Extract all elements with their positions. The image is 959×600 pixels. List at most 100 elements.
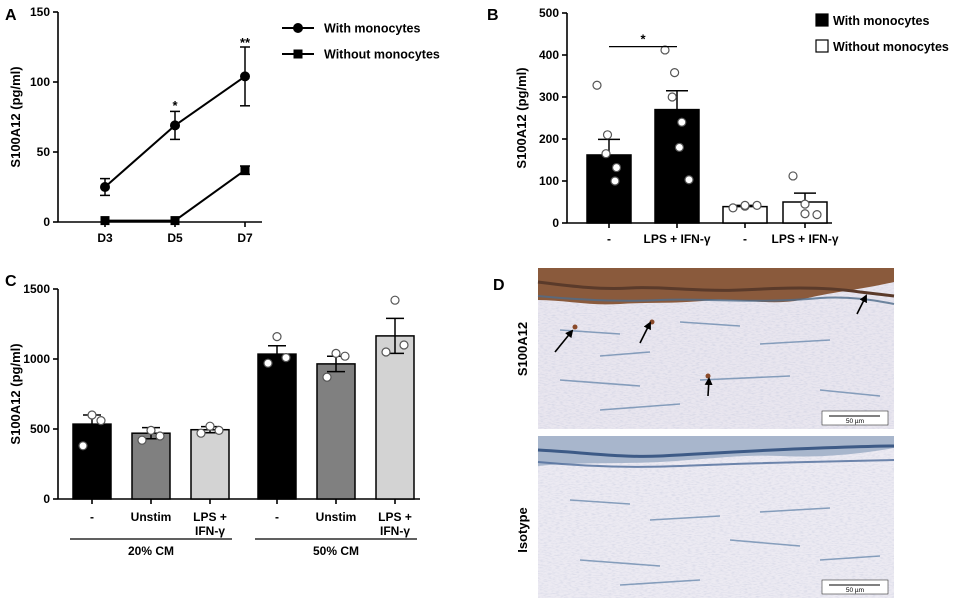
panel-a-point-0-1 <box>170 120 180 131</box>
panel-a-point-1-0 <box>100 216 110 226</box>
panel-a-y-tick-label-2: 100 <box>30 75 50 89</box>
scale-bar-label-bottom: 50 µm <box>846 587 864 594</box>
panel-b-legend-swatch-1 <box>815 39 829 53</box>
panel-a-series-line-1 <box>105 169 246 222</box>
panel-c-x-tick-label-5-line-1: IFN-γ <box>380 524 410 538</box>
panel-c-point-5-2 <box>381 347 391 357</box>
panel-b-x-tick-label-0: - <box>607 232 611 246</box>
panel-label-b: B <box>487 7 499 24</box>
panel-c-point-2-1 <box>214 425 224 435</box>
scale-bar-label-top: 50 µm <box>846 418 864 425</box>
panel-b-point-1-4 <box>674 142 685 152</box>
panel-b-legend-label-1: Without monocytes <box>833 40 949 54</box>
panel-a-legend-label-0: With monocytes <box>324 22 420 36</box>
panel-label-c: C <box>5 273 17 290</box>
panel-c-point-1-1 <box>155 431 165 441</box>
panel-b-point-0-4 <box>610 176 620 186</box>
panel-c-point-0-0 <box>87 410 97 420</box>
panel-c-bar-5 <box>375 335 415 500</box>
micrograph-s100a12: 50 µm <box>537 268 895 429</box>
panel-c-bar-2 <box>190 428 230 500</box>
panel-d-micrographs: S100A12 Isotype 50 µm <box>515 268 895 598</box>
panel-b-legend-label-0: With monocytes <box>833 14 929 28</box>
panel-c-point-1-2 <box>137 435 147 445</box>
panel-b-legend-swatch-0 <box>815 13 829 27</box>
panel-a-significance-1: ** <box>240 35 251 50</box>
panel-c-point-4-2 <box>322 372 332 382</box>
panel-b-point-1-2 <box>667 92 677 102</box>
panel-a-point-0-2 <box>240 71 250 82</box>
panel-c-point-1-0 <box>146 425 156 435</box>
panel-c-point-2-0 <box>205 421 215 431</box>
panel-a-point-0-0 <box>100 182 110 192</box>
panel-b-y-tick-label-2: 200 <box>539 132 559 146</box>
panel-c-x-tick-label-2-line-1: IFN-γ <box>195 524 225 538</box>
panel-b-point-1-0 <box>660 45 670 55</box>
panel-a-x-tick-label-2: D7 <box>237 231 253 245</box>
micrograph-label-isotype: Isotype <box>515 507 530 553</box>
panel-a-y-axis-label: S100A12 (pg/ml) <box>8 66 23 167</box>
panel-b-y-tick-label-4: 400 <box>539 48 559 62</box>
panel-c-x-tick-label-2: LPS + <box>193 510 227 524</box>
panel-b-point-1-1 <box>669 68 680 78</box>
panel-c-y-tick-label-0: 0 <box>43 492 50 506</box>
panel-b-point-3-3 <box>812 210 822 220</box>
panel-c-x-tick-label-1: Unstim <box>131 510 172 524</box>
panel-c-x-tick-label-0: - <box>90 510 94 524</box>
panel-b-y-tick-label-1: 100 <box>539 174 559 188</box>
panel-b-point-3-1 <box>800 199 810 209</box>
panel-b-bar-1 <box>654 108 700 224</box>
panel-c-bar-3 <box>257 353 297 500</box>
panel-b-x-tick-label-2: - <box>743 232 747 246</box>
panel-b-y-axis-label: S100A12 (pg/ml) <box>514 67 529 168</box>
panel-b-point-2-3 <box>752 200 762 210</box>
panel-c-point-2-2 <box>196 428 206 438</box>
panel-c-x-tick-label-4: Unstim <box>316 510 357 524</box>
panel-c-y-tick-label-3: 1500 <box>23 282 50 296</box>
panel-a-y-tick-label-0: 0 <box>43 215 50 229</box>
panel-label-a: A <box>5 7 17 24</box>
panel-c-group-label-1: 50% CM <box>313 544 359 558</box>
panel-b-point-2-0 <box>728 203 738 213</box>
panel-c-y-tick-label-2: 1000 <box>23 352 50 366</box>
panel-a-y-tick-label-1: 50 <box>37 145 51 159</box>
panel-b-point-3-0 <box>788 171 798 181</box>
panel-c-point-0-1 <box>96 416 106 426</box>
panel-c-x-tick-label-3: - <box>275 510 279 524</box>
panel-b-x-tick-label-3: LPS + IFN-γ <box>771 232 838 246</box>
panel-b-point-0-3 <box>611 162 622 173</box>
panel-c-bar-1 <box>131 432 171 500</box>
panel-c-point-5-1 <box>399 340 409 350</box>
panel-a-x-tick-label-0: D3 <box>97 231 113 245</box>
panel-b-point-3-2 <box>800 209 810 219</box>
panel-b-point-0-1 <box>602 130 613 140</box>
panel-a-y-tick-label-3: 150 <box>30 5 50 19</box>
panel-c-point-3-0 <box>272 332 282 342</box>
panel-b-point-1-3 <box>677 117 687 127</box>
panel-c-bar-0 <box>72 423 112 500</box>
panel-a-legend-marker-0 <box>293 23 303 33</box>
panel-c-point-0-2 <box>78 441 88 451</box>
panel-c-y-tick-label-1: 500 <box>30 422 50 436</box>
micrograph-label-s100a12: S100A12 <box>515 322 530 376</box>
panel-a-legend-marker-1 <box>293 49 303 59</box>
panel-a-x-tick-label-1: D5 <box>167 231 183 245</box>
panel-b-point-0-0 <box>592 80 602 90</box>
panel-b-y-tick-label-0: 0 <box>552 216 559 230</box>
panel-b-point-0-2 <box>601 149 611 159</box>
panel-c-bar-4 <box>316 363 356 500</box>
panel-a-legend-label-1: Without monocytes <box>324 48 440 62</box>
panel-a-point-1-1 <box>170 216 180 226</box>
panel-c-x-tick-label-5: LPS + <box>378 510 412 524</box>
panel-c-point-4-1 <box>340 351 350 361</box>
panel-c-y-axis-label: S100A12 (pg/ml) <box>8 343 23 444</box>
panel-c-point-5-0 <box>390 295 400 305</box>
panel-a-significance-0: * <box>172 98 178 113</box>
panel-label-d: D <box>493 277 505 294</box>
panel-b-point-2-2 <box>740 200 750 210</box>
panel-b-chart: 0 100 200 300 400 500 S100A12 (pg/ml) - LPS + IF… <box>514 6 949 246</box>
panel-c-group-label-0: 20% CM <box>128 544 174 558</box>
panel-c-point-3-1 <box>281 353 291 363</box>
panel-b-significance-0: * <box>640 32 646 47</box>
